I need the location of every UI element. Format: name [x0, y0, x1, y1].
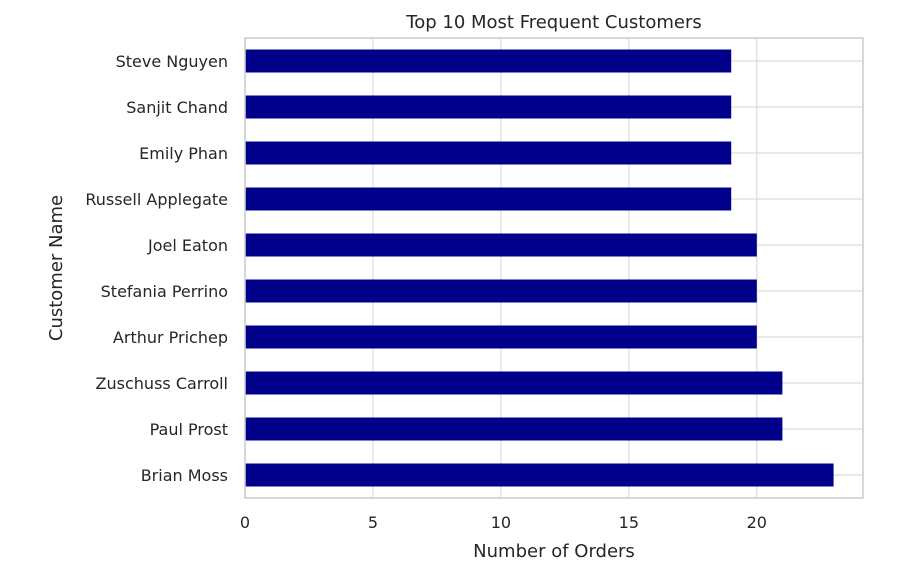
bars-layer	[245, 49, 834, 487]
bar	[245, 417, 783, 441]
bar	[245, 49, 732, 73]
bar	[245, 187, 732, 211]
y-tick-label: Russell Applegate	[85, 190, 228, 209]
y-tick-label: Arthur Prichep	[113, 328, 228, 347]
y-tick-label: Zuschuss Carroll	[96, 374, 228, 393]
y-tick-label: Emily Phan	[139, 144, 228, 163]
y-tick-label: Sanjit Chand	[126, 98, 228, 117]
x-tick-label: 0	[240, 513, 250, 532]
bar	[245, 463, 834, 487]
y-tick-label: Steve Nguyen	[116, 52, 228, 71]
bar	[245, 95, 732, 119]
chart-title: Top 10 Most Frequent Customers	[405, 12, 701, 33]
y-tick-label: Stefania Perrino	[101, 282, 228, 301]
y-tick-label: Joel Eaton	[147, 236, 228, 255]
y-tick-label: Brian Moss	[141, 466, 228, 485]
x-axis-label: Number of Orders	[473, 541, 635, 562]
x-tick-label: 15	[619, 513, 639, 532]
y-axis-label: Customer Name	[46, 195, 67, 341]
x-tick-label: 20	[747, 513, 767, 532]
x-tick-label: 10	[491, 513, 511, 532]
x-tick-label: 5	[368, 513, 378, 532]
bar	[245, 371, 783, 395]
bar	[245, 325, 757, 349]
bar	[245, 141, 732, 165]
x-tick-labels: 0 5 10 15 20	[240, 513, 767, 532]
bar	[245, 233, 757, 257]
bar	[245, 279, 757, 303]
y-tick-label: Paul Prost	[150, 420, 228, 439]
plot-frame	[244, 37, 864, 499]
y-tick-labels: Brian Moss Paul Prost Zuschuss Carroll Arth…	[85, 52, 228, 485]
